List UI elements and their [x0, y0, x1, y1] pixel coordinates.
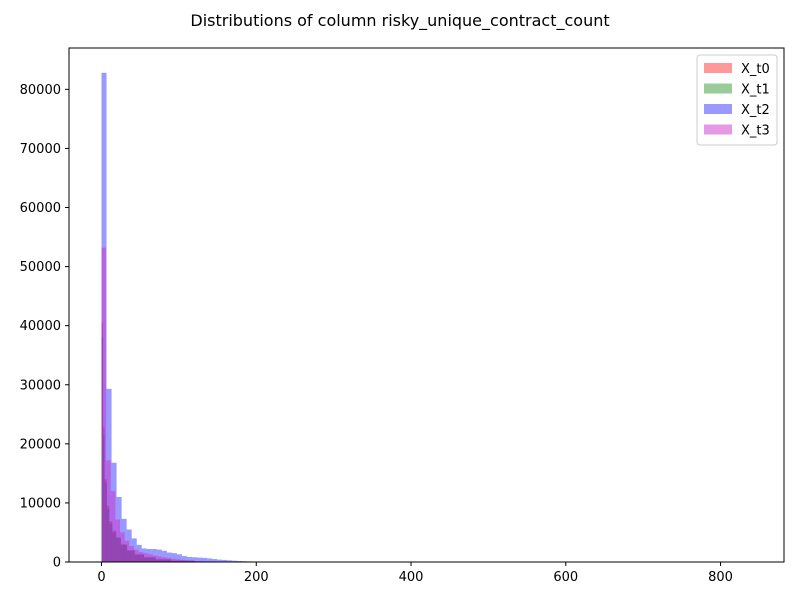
- y-tick-label: 20000: [20, 437, 61, 452]
- legend-swatch: [704, 104, 732, 114]
- y-tick-label: 50000: [20, 260, 61, 275]
- legend-label: X_t0: [741, 62, 770, 77]
- histogram-bar: [187, 556, 193, 562]
- x-tick-label: 600: [553, 570, 578, 585]
- axes: 0 200 400 600 800 0 10000 20000 30000 40000 50000 6…: [20, 47, 785, 585]
- histogram-bar: [212, 559, 218, 562]
- chart-title: Distributions of column risky_unique_con…: [190, 11, 609, 31]
- histogram-bar: [106, 460, 111, 562]
- histogram-bar: [134, 549, 139, 562]
- histogram-bar: [181, 556, 188, 562]
- histogram-bar: [101, 247, 107, 562]
- histogram-bar: [110, 491, 116, 562]
- histogram-bar: [180, 559, 186, 562]
- histogram-bar: [161, 550, 167, 562]
- histogram-bar: [166, 558, 172, 562]
- histogram-bar: [157, 556, 162, 562]
- histogram-bar: [129, 546, 134, 562]
- series-X_t2: [101, 72, 752, 562]
- y-tick-label: 80000: [20, 83, 61, 98]
- histogram-bar: [175, 559, 181, 562]
- legend-swatch: [704, 63, 732, 73]
- x-tick-label: 400: [399, 570, 424, 585]
- histogram-bar: [152, 555, 158, 562]
- histogram-bar: [109, 521, 113, 562]
- histogram-bar: [171, 553, 177, 562]
- histogram-bar: [185, 560, 190, 562]
- legend-label: X_t2: [741, 103, 770, 118]
- y-tick-label: 30000: [20, 378, 61, 393]
- histogram-bar: [138, 551, 144, 562]
- histogram-bar: [147, 554, 153, 562]
- histogram-bar: [197, 557, 203, 562]
- histogram-bar: [156, 549, 162, 562]
- legend-swatch: [704, 83, 732, 94]
- series-X_t3: [101, 247, 241, 562]
- legend-label: X_t1: [741, 83, 770, 98]
- y-tick-label: 0: [53, 556, 61, 571]
- x-tick-label: 200: [244, 570, 269, 585]
- histogram-bar: [166, 552, 172, 562]
- histogram-bar: [143, 553, 148, 562]
- y-tick-label: 60000: [20, 201, 61, 216]
- legend: X_t0 X_t1 X_t2 X_t3: [696, 54, 778, 146]
- legend-swatch: [704, 124, 732, 135]
- histogram-bar: [120, 532, 125, 562]
- y-tick-label: 70000: [20, 142, 61, 157]
- histogram-bar: [189, 560, 195, 562]
- plot-frame: [68, 47, 785, 563]
- histogram-bar: [115, 519, 121, 562]
- legend-box: [696, 54, 778, 146]
- histogram-bar: [202, 557, 208, 562]
- legend-label: X_t3: [741, 124, 770, 139]
- histogram-bars: [101, 72, 752, 562]
- histogram-bar: [109, 523, 113, 562]
- histogram-bar: [176, 554, 182, 562]
- y-tick-label: 10000: [20, 496, 61, 511]
- histogram-bar: [161, 557, 167, 562]
- histogram-bar: [217, 559, 223, 562]
- histogram-bar: [124, 540, 130, 562]
- histogram-bar: [222, 559, 228, 562]
- x-tick-label: 0: [97, 570, 105, 585]
- histogram-bar: [207, 558, 213, 562]
- histogram-bar: [227, 560, 233, 562]
- y-tick-label: 40000: [20, 319, 61, 334]
- histogram-bar: [171, 558, 176, 562]
- x-tick-label: 800: [708, 570, 733, 585]
- histogram-bar: [232, 560, 238, 562]
- histogram-bar: [192, 557, 198, 562]
